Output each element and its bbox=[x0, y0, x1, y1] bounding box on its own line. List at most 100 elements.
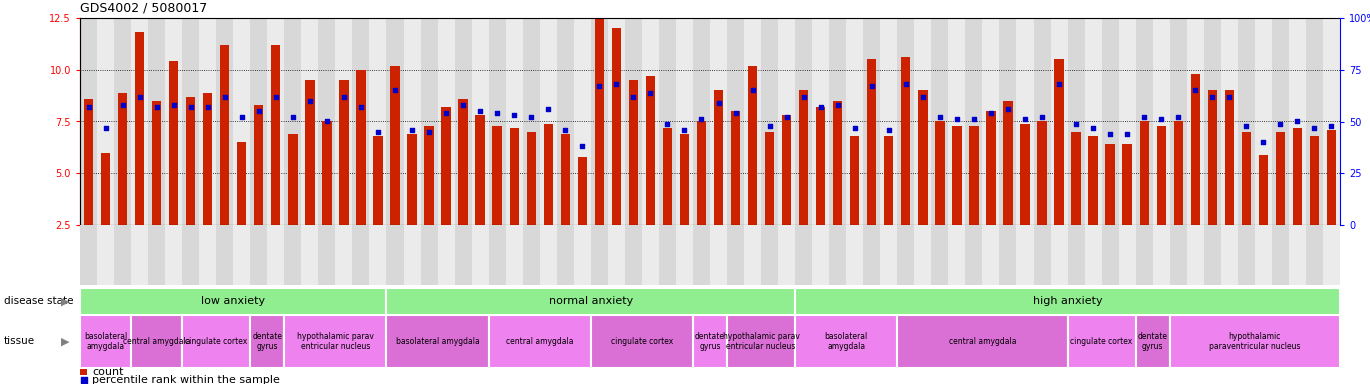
Bar bbox=[318, 18, 336, 225]
Bar bbox=[611, 28, 621, 225]
Bar bbox=[510, 128, 519, 225]
Bar bbox=[386, 288, 795, 315]
Bar bbox=[847, 225, 863, 285]
Bar bbox=[285, 315, 386, 368]
Bar bbox=[79, 369, 88, 375]
Bar bbox=[237, 142, 247, 225]
Point bbox=[1064, 121, 1086, 127]
Bar bbox=[697, 121, 706, 225]
Bar bbox=[489, 18, 506, 225]
Bar bbox=[1101, 18, 1119, 225]
Point bbox=[503, 112, 525, 118]
Bar bbox=[778, 18, 795, 225]
Point bbox=[860, 83, 882, 89]
Point bbox=[316, 118, 338, 124]
Bar bbox=[251, 315, 285, 368]
Text: hypothalamic parav
entricular nucleus: hypothalamic parav entricular nucleus bbox=[297, 332, 374, 351]
Bar bbox=[629, 80, 638, 225]
Bar bbox=[863, 18, 881, 225]
Bar bbox=[795, 18, 812, 225]
Bar bbox=[421, 225, 437, 285]
Bar bbox=[1067, 225, 1085, 285]
Point bbox=[73, 377, 95, 384]
Bar bbox=[659, 225, 675, 285]
Bar bbox=[352, 18, 370, 225]
Point bbox=[129, 94, 151, 100]
Bar bbox=[1255, 225, 1271, 285]
Bar bbox=[608, 225, 625, 285]
Text: GDS4002 / 5080017: GDS4002 / 5080017 bbox=[79, 1, 207, 14]
Bar bbox=[560, 134, 570, 225]
Point bbox=[384, 88, 406, 94]
Bar bbox=[271, 45, 281, 225]
Point bbox=[111, 102, 133, 108]
Bar bbox=[1021, 124, 1030, 225]
Bar bbox=[1017, 18, 1033, 225]
Bar bbox=[489, 225, 506, 285]
Point bbox=[980, 110, 1001, 116]
Bar bbox=[727, 18, 744, 225]
Point bbox=[929, 114, 951, 121]
Bar bbox=[1306, 225, 1323, 285]
Point bbox=[810, 104, 832, 110]
Bar bbox=[526, 132, 536, 225]
Bar bbox=[489, 315, 590, 368]
Bar bbox=[1225, 91, 1234, 225]
Text: basolateral amygdala: basolateral amygdala bbox=[396, 337, 479, 346]
Bar bbox=[952, 126, 962, 225]
Point bbox=[725, 110, 747, 116]
Bar bbox=[199, 18, 216, 225]
Bar bbox=[1067, 18, 1085, 225]
Bar bbox=[318, 225, 336, 285]
Bar bbox=[1238, 18, 1255, 225]
Bar bbox=[764, 132, 774, 225]
Point bbox=[571, 143, 593, 149]
Bar bbox=[799, 91, 808, 225]
Bar bbox=[1204, 225, 1221, 285]
Bar bbox=[114, 225, 132, 285]
Bar bbox=[475, 115, 485, 225]
Text: central amygdala: central amygdala bbox=[123, 337, 190, 346]
Bar bbox=[186, 97, 196, 225]
Bar bbox=[1170, 18, 1186, 225]
Bar bbox=[710, 225, 727, 285]
Point bbox=[759, 122, 781, 129]
Bar bbox=[285, 18, 301, 225]
Bar bbox=[762, 18, 778, 225]
Bar bbox=[1033, 18, 1051, 225]
Bar bbox=[693, 225, 710, 285]
Bar bbox=[132, 225, 148, 285]
Bar bbox=[1306, 18, 1323, 225]
Text: low anxiety: low anxiety bbox=[201, 296, 266, 306]
Bar bbox=[101, 152, 110, 225]
Point bbox=[963, 116, 985, 122]
Point bbox=[1133, 114, 1155, 121]
Bar bbox=[897, 315, 1067, 368]
Bar bbox=[1310, 136, 1319, 225]
Bar bbox=[1207, 91, 1217, 225]
Bar bbox=[1055, 60, 1063, 225]
Bar bbox=[884, 136, 893, 225]
Bar bbox=[986, 111, 996, 225]
Point bbox=[606, 81, 627, 87]
Point bbox=[78, 104, 100, 110]
Bar bbox=[336, 18, 352, 225]
Bar bbox=[182, 225, 199, 285]
Bar bbox=[506, 18, 523, 225]
Bar bbox=[471, 225, 489, 285]
Bar bbox=[441, 107, 451, 225]
Bar bbox=[1241, 132, 1251, 225]
Bar bbox=[79, 288, 386, 315]
Text: ▶: ▶ bbox=[60, 336, 68, 346]
Bar bbox=[182, 18, 199, 225]
Bar bbox=[1101, 225, 1119, 285]
Bar bbox=[966, 18, 982, 225]
Text: normal anxiety: normal anxiety bbox=[549, 296, 633, 306]
Bar bbox=[523, 225, 540, 285]
Point bbox=[1032, 114, 1054, 121]
Bar bbox=[1033, 225, 1051, 285]
Bar bbox=[544, 124, 553, 225]
Point bbox=[248, 108, 270, 114]
Point bbox=[197, 104, 219, 110]
Bar bbox=[1323, 225, 1340, 285]
